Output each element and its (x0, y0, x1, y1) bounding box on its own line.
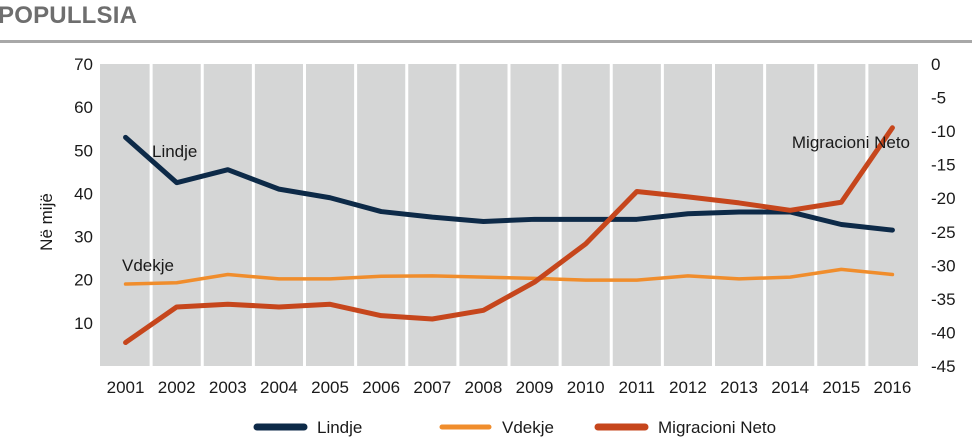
x-tick-label: 2001 (107, 378, 145, 397)
series-lines (123, 125, 895, 346)
y2-tick-label: -15 (931, 156, 956, 175)
x-tick-label: 2012 (669, 378, 707, 397)
page-title: POPULLSIA (0, 2, 138, 29)
series-line-vdekje (123, 267, 895, 286)
legend-label: Vdekje (502, 418, 554, 437)
x-tick-label: 2009 (516, 378, 554, 397)
x-tick-label: 2013 (720, 378, 758, 397)
y2-tick-label: -35 (931, 290, 956, 309)
header-divider (0, 40, 972, 43)
x-tick-label: 2004 (260, 378, 298, 397)
y2-tick-label: -20 (931, 189, 956, 208)
y-tick-label: 30 (74, 228, 93, 247)
series-annotation: Lindje (152, 142, 197, 161)
y2-tick-label: 0 (931, 55, 940, 74)
y-tick-label: 50 (74, 141, 93, 160)
y2-tick-label: -45 (931, 357, 956, 376)
series-annotation: Vdekje (122, 256, 174, 275)
y-tick-label: 20 (74, 271, 93, 290)
left-y-axis: 70 60 50 40 30 20 10 (74, 55, 93, 333)
y2-tick-label: -10 (931, 122, 956, 141)
x-tick-label: 2008 (465, 378, 503, 397)
x-tick-label: 2007 (413, 378, 451, 397)
page-header: POPULLSIA (0, 0, 972, 46)
x-axis: 2001 2002 2003 2004 2005 2006 2007 2008 2009 2010… (107, 378, 912, 397)
x-tick-label: 2003 (209, 378, 247, 397)
gridlines (149, 64, 869, 366)
y-axis-label: Në mijë (37, 193, 56, 251)
right-y-axis: 0 -5 -10 -15 -20 -25 -30 -35 -40 -45 (931, 55, 956, 376)
x-tick-label: 2011 (619, 378, 656, 397)
y-tick-label: 70 (74, 55, 93, 74)
x-tick-label: 2005 (311, 378, 349, 397)
y-tick-label: 60 (74, 98, 93, 117)
y2-tick-label: -25 (931, 223, 956, 242)
y-tick-label: 40 (74, 184, 93, 203)
y2-tick-label: -40 (931, 323, 956, 342)
legend-label: Migracioni Neto (658, 418, 776, 437)
x-tick-label: 2015 (822, 378, 860, 397)
y2-tick-label: -30 (931, 256, 956, 275)
legend: Lindje Vdekje Migracioni Neto (253, 418, 776, 437)
y-tick-label: 10 (74, 314, 93, 333)
x-tick-label: 2002 (158, 378, 196, 397)
x-tick-label: 2010 (567, 378, 605, 397)
series-line-migracioni-neto (123, 125, 895, 346)
legend-label: Lindje (317, 418, 362, 437)
x-tick-label: 2006 (362, 378, 400, 397)
x-tick-label: 2016 (874, 378, 912, 397)
series-line-lindje (123, 134, 895, 233)
x-tick-label: 2014 (771, 378, 809, 397)
series-annotation: Migracioni Neto (792, 133, 910, 152)
annotations: Lindje Vdekje Migracioni Neto (122, 133, 910, 275)
y2-tick-label: -5 (931, 89, 946, 108)
